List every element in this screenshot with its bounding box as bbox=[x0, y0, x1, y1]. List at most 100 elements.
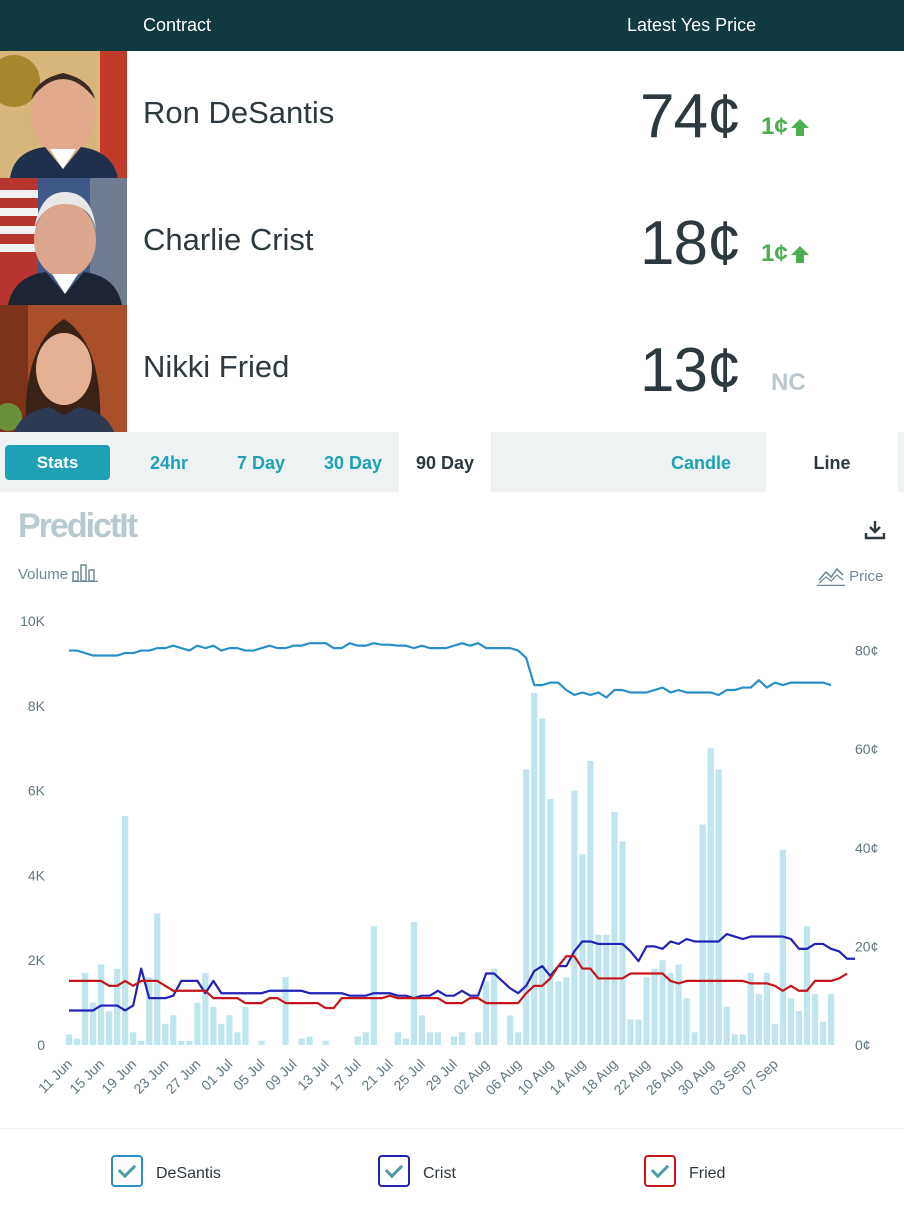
tab-30-day[interactable]: 30 Day bbox=[324, 453, 383, 473]
volume-bar bbox=[523, 769, 530, 1045]
volume-bar bbox=[410, 922, 418, 1045]
volume-bar bbox=[795, 1011, 803, 1045]
volume-bar bbox=[434, 1032, 442, 1045]
volume-bar bbox=[659, 960, 666, 1045]
tab-90-day[interactable]: 90 Day bbox=[399, 432, 491, 492]
contract-row-desantis[interactable]: Ron DeSantis 74¢ 1¢ bbox=[0, 51, 904, 179]
tab-7-day[interactable]: 7 Day bbox=[237, 453, 286, 473]
checkbox-checked-icon[interactable] bbox=[644, 1155, 676, 1187]
volume-bar bbox=[418, 1015, 426, 1045]
volume-bar bbox=[699, 824, 706, 1045]
volume-bar bbox=[771, 1023, 778, 1045]
arrow-up-icon bbox=[790, 246, 809, 263]
x-tick-label: 09 Jul bbox=[262, 1056, 300, 1094]
arrow-up-icon bbox=[790, 119, 809, 136]
price-change: NC bbox=[771, 369, 806, 396]
x-tick-label: 15 Jun bbox=[66, 1056, 107, 1097]
volume-bar bbox=[587, 760, 594, 1045]
volume-bar bbox=[779, 849, 787, 1045]
volume-bar bbox=[178, 1040, 185, 1045]
volume-bar bbox=[426, 1032, 434, 1045]
left-tick-label: 6K bbox=[28, 783, 46, 799]
volume-bar bbox=[298, 1038, 305, 1045]
contract-price: 13¢ bbox=[640, 336, 741, 405]
volume-bar bbox=[539, 718, 546, 1045]
volume-bar bbox=[603, 934, 610, 1045]
x-tick-label: 13 Jul bbox=[294, 1056, 332, 1094]
volume-bar bbox=[667, 972, 674, 1045]
volume-bar bbox=[507, 1015, 514, 1045]
volume-bar bbox=[747, 972, 754, 1045]
right-tick-label: 20¢ bbox=[855, 938, 878, 954]
volume-bar bbox=[651, 968, 658, 1045]
volume-bar bbox=[611, 811, 618, 1045]
predictit-logo: PredictIt bbox=[18, 507, 138, 545]
volume-bar bbox=[122, 816, 129, 1045]
volume-bar bbox=[105, 1011, 113, 1045]
right-tick-label: 40¢ bbox=[855, 840, 878, 856]
volume-bar bbox=[210, 1006, 217, 1045]
contract-row-fried[interactable]: Nikki Fried 13¢ NC bbox=[0, 305, 904, 433]
volume-bar bbox=[226, 1015, 233, 1045]
volume-bar bbox=[715, 769, 722, 1045]
volume-bar bbox=[627, 1019, 634, 1045]
volume-bar bbox=[81, 972, 89, 1045]
volume-bar bbox=[65, 1034, 73, 1045]
right-tick-label: 80¢ bbox=[855, 643, 878, 659]
volume-bar bbox=[242, 1006, 249, 1045]
volume-bar bbox=[282, 977, 289, 1045]
x-tick-label: 27 Jun bbox=[162, 1056, 203, 1097]
volume-bar bbox=[811, 994, 819, 1045]
volume-bar bbox=[707, 748, 714, 1045]
volume-bar bbox=[691, 1032, 698, 1045]
volume-bar bbox=[73, 1038, 81, 1045]
volume-bar bbox=[803, 926, 811, 1045]
line-chart-icon bbox=[817, 567, 845, 587]
price-axis-label: Price bbox=[817, 564, 883, 587]
price-change: 1¢ bbox=[761, 240, 809, 268]
x-tick-label: 07 Sep bbox=[738, 1056, 781, 1099]
volume-axis-label: Volume bbox=[18, 564, 99, 583]
table-header: Contract Latest Yes Price bbox=[0, 0, 904, 51]
volume-bar bbox=[755, 994, 762, 1045]
checkbox-checked-icon[interactable] bbox=[111, 1155, 143, 1187]
series-line-crist bbox=[69, 932, 856, 1012]
volume-bar bbox=[474, 1032, 482, 1045]
volume-bar bbox=[362, 1032, 369, 1045]
volume-bar bbox=[547, 799, 554, 1045]
volume-bar bbox=[635, 1019, 642, 1045]
volume-bar bbox=[306, 1036, 313, 1045]
stats-button[interactable]: Stats bbox=[5, 445, 110, 480]
volume-bar bbox=[162, 1023, 169, 1045]
x-tick-label: 21 Jul bbox=[358, 1056, 396, 1094]
volume-bar bbox=[89, 1002, 97, 1045]
volume-bar bbox=[450, 1036, 458, 1045]
price-change: 1¢ bbox=[761, 113, 809, 141]
series-line-desantis bbox=[69, 642, 832, 699]
left-tick-label: 4K bbox=[28, 867, 46, 883]
tab-candle[interactable]: Candle bbox=[671, 453, 732, 473]
volume-bar bbox=[218, 1023, 225, 1045]
volume-bar bbox=[643, 977, 650, 1045]
volume-bar bbox=[258, 1040, 265, 1045]
volume-bar bbox=[515, 1032, 522, 1045]
volume-bar bbox=[683, 998, 690, 1045]
left-tick-label: 0 bbox=[37, 1037, 45, 1053]
volume-bar bbox=[723, 1006, 730, 1045]
bar-chart-icon bbox=[72, 564, 99, 583]
x-tick-label: 17 Jul bbox=[326, 1056, 364, 1094]
volume-bar bbox=[595, 934, 602, 1045]
volume-bar bbox=[138, 1040, 145, 1045]
download-icon[interactable] bbox=[863, 518, 887, 542]
checkbox-checked-icon[interactable] bbox=[378, 1155, 410, 1187]
price-column-header: Latest Yes Price bbox=[627, 15, 757, 35]
tab-line[interactable]: Line bbox=[766, 432, 898, 492]
candidate-photo bbox=[0, 178, 127, 305]
volume-bar bbox=[482, 981, 490, 1045]
x-tick-label: 01 Jul bbox=[198, 1056, 236, 1094]
x-tick-label: 05 Jul bbox=[230, 1056, 268, 1094]
chart-tabs: 24hr 7 Day 30 Day 90 Day Candle Line bbox=[0, 432, 904, 492]
tab-24hr[interactable]: 24hr bbox=[150, 453, 189, 473]
contract-row-crist[interactable]: Charlie Crist 18¢ 1¢ bbox=[0, 178, 904, 306]
